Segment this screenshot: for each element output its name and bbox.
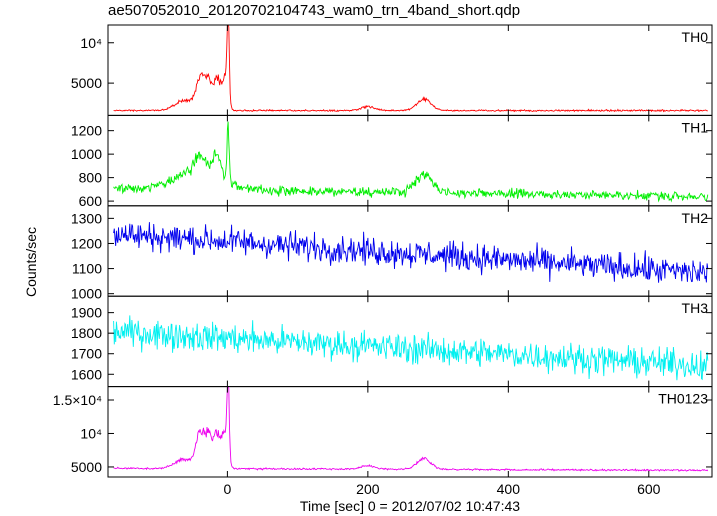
panel-label-th0123: TH0123 <box>658 391 708 407</box>
y-tick-label-th1: 800 <box>79 170 103 186</box>
panel-frame-th1 <box>107 114 713 207</box>
x-tick-label: 200 <box>356 481 380 497</box>
series-line-th3 <box>113 315 709 381</box>
y-tick-label-th1: 1000 <box>71 146 102 162</box>
panel-label-th0: TH0 <box>682 29 709 45</box>
series-line-th1 <box>113 121 709 203</box>
series-line-th2 <box>113 222 709 283</box>
y-tick-label-th2: 1100 <box>72 261 102 277</box>
y-tick-label-th1: 600 <box>79 193 103 209</box>
y-tick-label-th3: 1700 <box>71 346 102 362</box>
panel-frame-th0123 <box>107 386 713 478</box>
y-tick-label-th3: 1900 <box>71 305 102 321</box>
panel-label-th2: TH2 <box>682 210 709 226</box>
x-tick-label: 0 <box>223 481 231 497</box>
series-line-th0123 <box>113 386 709 472</box>
panel-label-th3: TH3 <box>682 300 709 316</box>
y-tick-label-th3: 1600 <box>71 366 102 382</box>
y-tick-label-th0: 10⁴ <box>80 35 102 51</box>
chart-title: ae507052010_20120702104743_wam0_trn_4ban… <box>108 2 521 19</box>
y-tick-label-th0123: 1.5×10⁴ <box>53 392 102 408</box>
y-tick-label-th2: 1000 <box>71 286 102 302</box>
panel-frame-th0 <box>107 24 713 116</box>
series-line-th0 <box>113 24 708 113</box>
panel-frame-th3 <box>107 295 713 388</box>
y-tick-label-th0: 5000 <box>71 75 102 91</box>
y-tick-label-th2: 1300 <box>71 210 102 226</box>
x-axis-label: Time [sec] 0 = 2012/07/02 10:47:43 <box>299 498 521 514</box>
y-tick-label-th3: 1800 <box>71 325 102 341</box>
x-tick-label: 600 <box>637 481 661 497</box>
panel-label-th1: TH1 <box>682 119 709 135</box>
y-tick-label-th0123: 10⁴ <box>80 425 102 441</box>
x-tick-label: 400 <box>497 481 521 497</box>
y-tick-label-th1: 1200 <box>71 123 102 139</box>
y-tick-label-th0123: 5000 <box>71 459 102 475</box>
y-tick-label-th2: 1200 <box>71 235 102 251</box>
